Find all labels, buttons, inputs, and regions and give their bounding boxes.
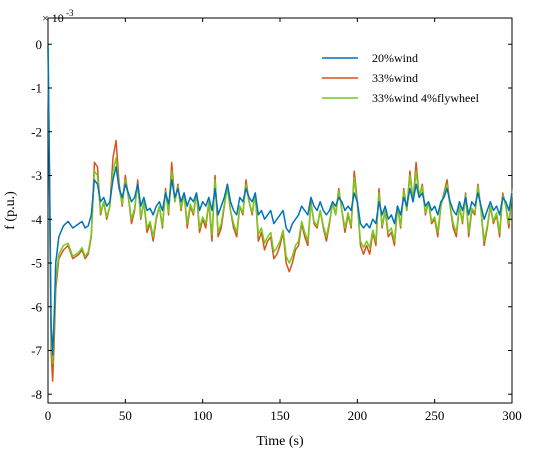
y-tick-label: -7 (31, 343, 42, 358)
legend-label-3: 33%wind 4%flywheel (372, 91, 480, 105)
y-tick-label: -3 (31, 168, 42, 183)
x-tick-label: 250 (425, 408, 445, 423)
y-exponent: × 10 -3 (42, 8, 74, 25)
x-tick-label: 50 (119, 408, 132, 423)
plot-area: 0 50 100 150 200 250 300 0 -1 -2 -3 -4 -5 -6 -7 -8 (31, 17, 522, 423)
y-tick-label: -6 (31, 299, 42, 314)
y-exponent-base: × 10 (42, 11, 64, 25)
y-tick-label: 0 (36, 37, 43, 52)
y-exponent-power: -3 (66, 8, 74, 18)
y-tick-label: -4 (31, 212, 42, 227)
y-axis-label: f (p.u.) (3, 191, 18, 230)
x-tick-label: 150 (270, 408, 290, 423)
x-tick-label: 0 (45, 408, 52, 423)
x-tick-label: 100 (193, 408, 213, 423)
x-tick-label: 200 (348, 408, 368, 423)
series-line-3 (47, 44, 513, 365)
legend-label-1: 20%wind (372, 51, 418, 65)
plot-frame (47, 17, 513, 404)
x-axis-label: Time (s) (256, 434, 304, 449)
x-tick-label: 300 (502, 408, 522, 423)
y-tick-label: -8 (31, 387, 42, 402)
tick-layer: 0 50 100 150 200 250 300 0 -1 -2 -3 -4 -5 -6 -7 -8 (31, 18, 522, 423)
legend: 20%wind 33%wind 33%wind 4%flywheel (322, 51, 480, 105)
series-layer (47, 44, 513, 382)
legend-label-2: 33%wind (372, 71, 418, 85)
y-tick-label: -2 (31, 124, 42, 139)
y-tick-label: -1 (31, 81, 42, 96)
y-tick-label: -5 (31, 256, 42, 271)
series-line-1 (47, 44, 513, 356)
